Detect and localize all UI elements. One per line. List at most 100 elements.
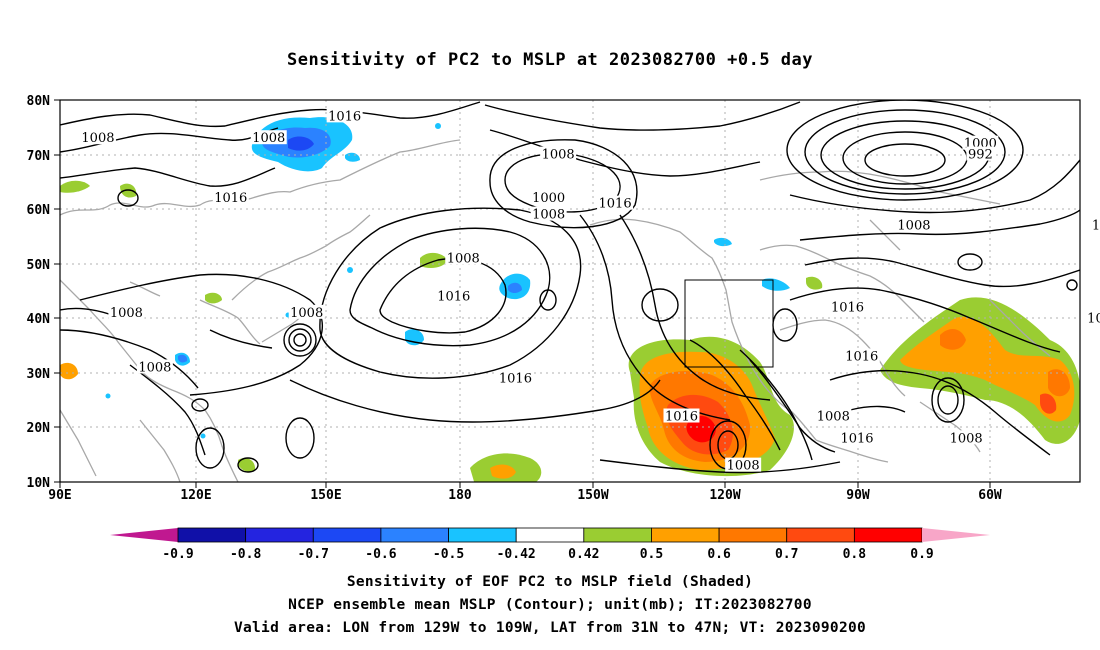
- contour-label-bg: [843, 348, 880, 363]
- contour-label-bg: [895, 217, 932, 232]
- lon-label: 150W: [577, 488, 608, 503]
- contour-label: 1000: [532, 191, 565, 206]
- map-frame-bg: [60, 100, 1080, 482]
- contour-label-bg: [1090, 217, 1100, 232]
- contour-label-bg: [136, 359, 173, 374]
- contour-label: 1016: [665, 410, 698, 425]
- lon-label: 150E: [310, 488, 341, 503]
- plot-title: Sensitivity of PC2 to MSLP at 2023082700…: [286, 50, 813, 70]
- contour-label-bg: [839, 430, 876, 445]
- contour-label: 1008: [532, 208, 565, 223]
- contour-label: 1008: [138, 360, 171, 375]
- colorbar-label: 0.6: [707, 547, 731, 562]
- axis-ticks: [54, 99, 991, 488]
- lon-label: 120E: [180, 488, 211, 503]
- colorbar-swatch: [380, 527, 449, 543]
- mslp-contours: [60, 100, 1080, 474]
- contour-label: 1008: [817, 410, 850, 425]
- colorbar-label: 0.5: [640, 547, 663, 562]
- lat-label: 40N: [27, 312, 51, 327]
- colorbar-swatch: [177, 527, 247, 543]
- lon-label: 60W: [978, 488, 1002, 503]
- contour-label-bg: [725, 457, 762, 472]
- lat-label: 60N: [27, 203, 51, 218]
- contour-label: 1008: [81, 131, 114, 146]
- contour-label-bg: [530, 206, 567, 221]
- colorbar-swatch: [651, 527, 720, 543]
- contour-label: 1008: [897, 219, 930, 234]
- contour-label: 1016: [1087, 311, 1100, 326]
- shaded-positive-sensitivity: [60, 180, 1080, 482]
- contour-label-bg: [948, 430, 985, 445]
- lon-label: 90W: [846, 488, 870, 503]
- colorbar-label: -0.7: [298, 547, 329, 562]
- contour-label: 1016: [599, 197, 632, 212]
- colorbar-swatch: [718, 527, 788, 543]
- lat-label: 50N: [27, 258, 51, 273]
- caption-contour: NCEP ensemble mean MSLP (Contour); unit(…: [288, 597, 812, 613]
- caption-valid-area: Valid area: LON from 129W to 109W, LAT f…: [233, 620, 867, 636]
- contour-label: 992: [968, 148, 993, 163]
- contour-label-bg: [530, 190, 567, 205]
- caption-shaded: Sensitivity of EOF PC2 to MSLP field (Sh…: [346, 574, 754, 590]
- map-frame: [59, 99, 1081, 483]
- lon-label: 180: [448, 488, 472, 503]
- lon-label: 120W: [709, 488, 740, 503]
- contour-label-bg: [815, 408, 852, 423]
- contour-label: 1016: [437, 289, 470, 304]
- contour-label-bg: [108, 304, 145, 319]
- contour-label-bg: [212, 190, 249, 205]
- colorbar-swatch: [786, 527, 855, 543]
- colorbar-label: 0.42: [568, 547, 599, 562]
- contour-label: 1016: [831, 300, 864, 315]
- contour-label: 1016: [214, 191, 247, 206]
- contour-label-bg: [597, 195, 634, 210]
- colorbar-swatch: [515, 527, 585, 543]
- colorbar-high-extension: [922, 528, 990, 542]
- contour-label-bg: [663, 408, 700, 423]
- contour-label-bg: [1085, 310, 1100, 325]
- contour-label: 1008: [110, 306, 143, 321]
- contour-label: 1008: [447, 251, 480, 266]
- colorbar-low-extension: [110, 528, 178, 542]
- contour-label-bg: [79, 130, 116, 145]
- colorbar-label: -0.42: [497, 547, 536, 562]
- contour-label-bg: [288, 304, 325, 319]
- colorbar-label: 0.7: [775, 547, 798, 562]
- colorbar-label: -0.5: [433, 547, 464, 562]
- contour-label-bg: [497, 370, 534, 385]
- colorbar: -0.9 -0.8 -0.7 -0.6 -0.5 -0.42 0.42 0.5 0.6 0.7 0.…: [110, 527, 990, 562]
- contour-label-bg: [829, 299, 866, 314]
- map-plot: 1008 100810161016100810001008101610009921…: [27, 94, 1100, 562]
- lat-label: 10N: [27, 476, 51, 491]
- colorbar-label: 0.8: [843, 547, 867, 562]
- colorbar-swatch: [853, 527, 923, 543]
- contour-label: 1016: [1092, 219, 1100, 234]
- contour-label: 1008: [950, 431, 983, 446]
- colorbar-label: 0.9: [910, 547, 933, 562]
- contour-label-bg: [326, 108, 363, 123]
- contour-label-bg: [445, 250, 482, 265]
- contour-label-bg: [435, 288, 472, 303]
- contour-label-bg: [966, 146, 995, 161]
- lon-label: 90E: [48, 488, 71, 503]
- colorbar-label: -0.8: [230, 547, 261, 562]
- colorbar-swatch: [583, 527, 652, 543]
- lat-label: 20N: [27, 421, 51, 436]
- contour-labels: 1008 100810161016100810001008101610009921…: [79, 108, 1100, 474]
- contour-label-bg: [250, 130, 287, 145]
- contour-label-bg: [540, 146, 577, 161]
- colorbar-swatch: [312, 527, 382, 543]
- contour-label: 1008: [542, 148, 575, 163]
- contour-label: 1008: [252, 131, 285, 146]
- valid-area-box: [684, 279, 774, 368]
- contour-label: 1008: [727, 459, 760, 474]
- contour-label: 1016: [840, 431, 873, 446]
- contour-label: 1016: [845, 349, 878, 364]
- colorbar-swatch: [245, 527, 314, 543]
- lat-label: 80N: [27, 94, 51, 109]
- colorbar-label: -0.9: [162, 547, 193, 562]
- lat-label: 30N: [27, 367, 51, 382]
- lat-label: 70N: [27, 149, 51, 164]
- contour-label: 1016: [328, 109, 361, 124]
